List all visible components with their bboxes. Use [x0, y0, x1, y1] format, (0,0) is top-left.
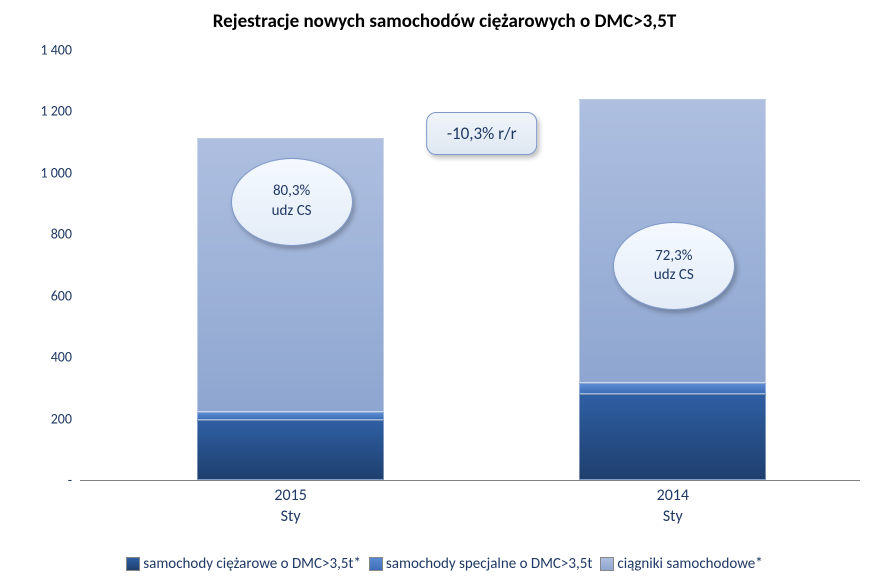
callout-ellipse: 80,3% udz CS [231, 158, 353, 246]
x-category-label: 2014 Sty [573, 486, 773, 528]
x-category-label: 2015 Sty [191, 486, 391, 528]
y-tick-label: 1 200 [40, 103, 72, 120]
y-tick-label: 400 [51, 349, 72, 366]
bar-segment [197, 412, 384, 420]
callout-change-box: -10,3% r/r [426, 112, 538, 155]
bar-segment [579, 383, 766, 394]
chart-container: Rejestracje nowych samochodów ciężarowyc… [0, 0, 889, 585]
y-tick-label: 200 [51, 410, 72, 427]
bar-segment [197, 420, 384, 480]
bar-segment [579, 394, 766, 480]
y-tick-label: - [68, 472, 72, 489]
callout-ellipse: 72,3% udz CS [613, 222, 735, 310]
y-tick-label: 800 [51, 226, 72, 243]
legend-label: samochody ciężarowe o DMC>3,5t* [143, 555, 361, 573]
plot-area: -2004006008001 0001 2001 4002015 Sty2014… [80, 50, 860, 481]
legend-item: samochody ciężarowe o DMC>3,5t* [126, 555, 361, 573]
y-tick-label: 1 400 [40, 42, 72, 59]
legend-item: ciągniki samochodowe* [600, 555, 762, 573]
chart-title: Rejestracje nowych samochodów ciężarowyc… [0, 10, 889, 33]
legend-swatch [600, 557, 614, 571]
legend-swatch [126, 557, 140, 571]
legend-swatch [369, 557, 383, 571]
legend-item: samochody specjalne o DMC>3,5t [369, 555, 592, 573]
legend-label: samochody specjalne o DMC>3,5t [386, 555, 592, 573]
legend: samochody ciężarowe o DMC>3,5t* samochody… [0, 555, 889, 573]
legend-label: ciągniki samochodowe* [617, 555, 762, 573]
y-tick-label: 1 000 [40, 164, 72, 181]
y-tick-label: 600 [51, 287, 72, 304]
